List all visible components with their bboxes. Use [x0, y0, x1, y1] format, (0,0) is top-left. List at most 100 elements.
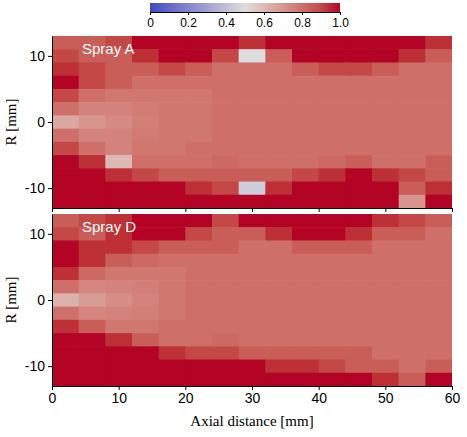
x-tick: 40 — [311, 386, 327, 406]
cell — [292, 142, 319, 156]
cell — [132, 142, 159, 156]
cell — [79, 360, 106, 374]
cell — [132, 195, 159, 208]
cell — [345, 129, 372, 143]
cell — [212, 49, 239, 63]
cell — [132, 333, 159, 347]
cell — [212, 214, 239, 228]
cell — [105, 280, 132, 294]
cell — [212, 115, 239, 129]
cell — [345, 76, 372, 90]
x-tick-mark — [385, 208, 386, 212]
cell — [79, 129, 106, 143]
cell — [239, 142, 266, 156]
cell — [159, 89, 186, 103]
cell — [265, 307, 292, 321]
cell — [52, 307, 79, 321]
cell — [132, 89, 159, 103]
cell — [292, 36, 319, 50]
cell — [345, 267, 372, 281]
cell — [52, 142, 79, 156]
cell — [319, 360, 346, 374]
cell — [159, 102, 186, 116]
cell — [159, 333, 186, 347]
cell — [265, 89, 292, 103]
cell — [265, 293, 292, 307]
colorbar-tick: 0.4 — [218, 12, 235, 30]
y-axis-title: R [mm] — [3, 276, 19, 323]
cell — [212, 293, 239, 307]
cell — [292, 168, 319, 182]
cell — [399, 346, 426, 360]
cell — [239, 36, 266, 50]
cell — [372, 373, 399, 386]
cell — [132, 293, 159, 307]
cell — [345, 168, 372, 182]
y-tick-label: 10 — [29, 226, 45, 242]
cell — [345, 214, 372, 228]
cell — [105, 240, 132, 254]
y-tick-mark — [48, 188, 52, 189]
cell — [425, 254, 452, 268]
cell — [319, 195, 346, 208]
cell — [212, 182, 239, 196]
cell — [292, 307, 319, 321]
cell — [52, 89, 79, 103]
cell — [185, 168, 212, 182]
cell — [265, 373, 292, 386]
cell — [239, 373, 266, 386]
cell — [319, 102, 346, 116]
cell — [239, 293, 266, 307]
cell — [399, 89, 426, 103]
cell — [319, 293, 346, 307]
cell — [345, 182, 372, 196]
cell — [372, 76, 399, 90]
cell — [425, 142, 452, 156]
cell — [425, 346, 452, 360]
cell — [345, 102, 372, 116]
cell — [159, 240, 186, 254]
cell — [239, 182, 266, 196]
cell — [292, 293, 319, 307]
cell — [212, 346, 239, 360]
cell — [185, 320, 212, 334]
cell — [345, 373, 372, 386]
cell — [79, 89, 106, 103]
cell — [239, 333, 266, 347]
cell — [425, 102, 452, 116]
cell — [292, 333, 319, 347]
cell — [185, 254, 212, 268]
cell — [105, 155, 132, 169]
cell — [52, 168, 79, 182]
cell — [212, 102, 239, 116]
y-tick: -10 — [25, 180, 52, 196]
cell — [105, 293, 132, 307]
cell — [159, 168, 186, 182]
cell — [132, 240, 159, 254]
colorbar-tick: 0.6 — [256, 12, 273, 30]
cell — [239, 195, 266, 208]
cell — [52, 155, 79, 169]
cell — [319, 346, 346, 360]
cell — [399, 182, 426, 196]
cell — [372, 346, 399, 360]
x-tick-label: 0 — [49, 390, 57, 406]
cell — [132, 307, 159, 321]
heatmap — [52, 36, 452, 208]
cell — [319, 62, 346, 76]
cell — [79, 168, 106, 182]
cell — [425, 280, 452, 294]
colorbar-tick: 0 — [147, 12, 154, 30]
cell — [52, 360, 79, 374]
x-tick — [119, 208, 120, 212]
x-tick — [319, 208, 320, 212]
cell — [372, 307, 399, 321]
cell — [345, 320, 372, 334]
cell — [345, 293, 372, 307]
cell — [399, 267, 426, 281]
cell — [425, 129, 452, 143]
y-axis-title: R [mm] — [3, 98, 19, 145]
cell — [212, 155, 239, 169]
cell — [265, 227, 292, 241]
cell — [105, 168, 132, 182]
